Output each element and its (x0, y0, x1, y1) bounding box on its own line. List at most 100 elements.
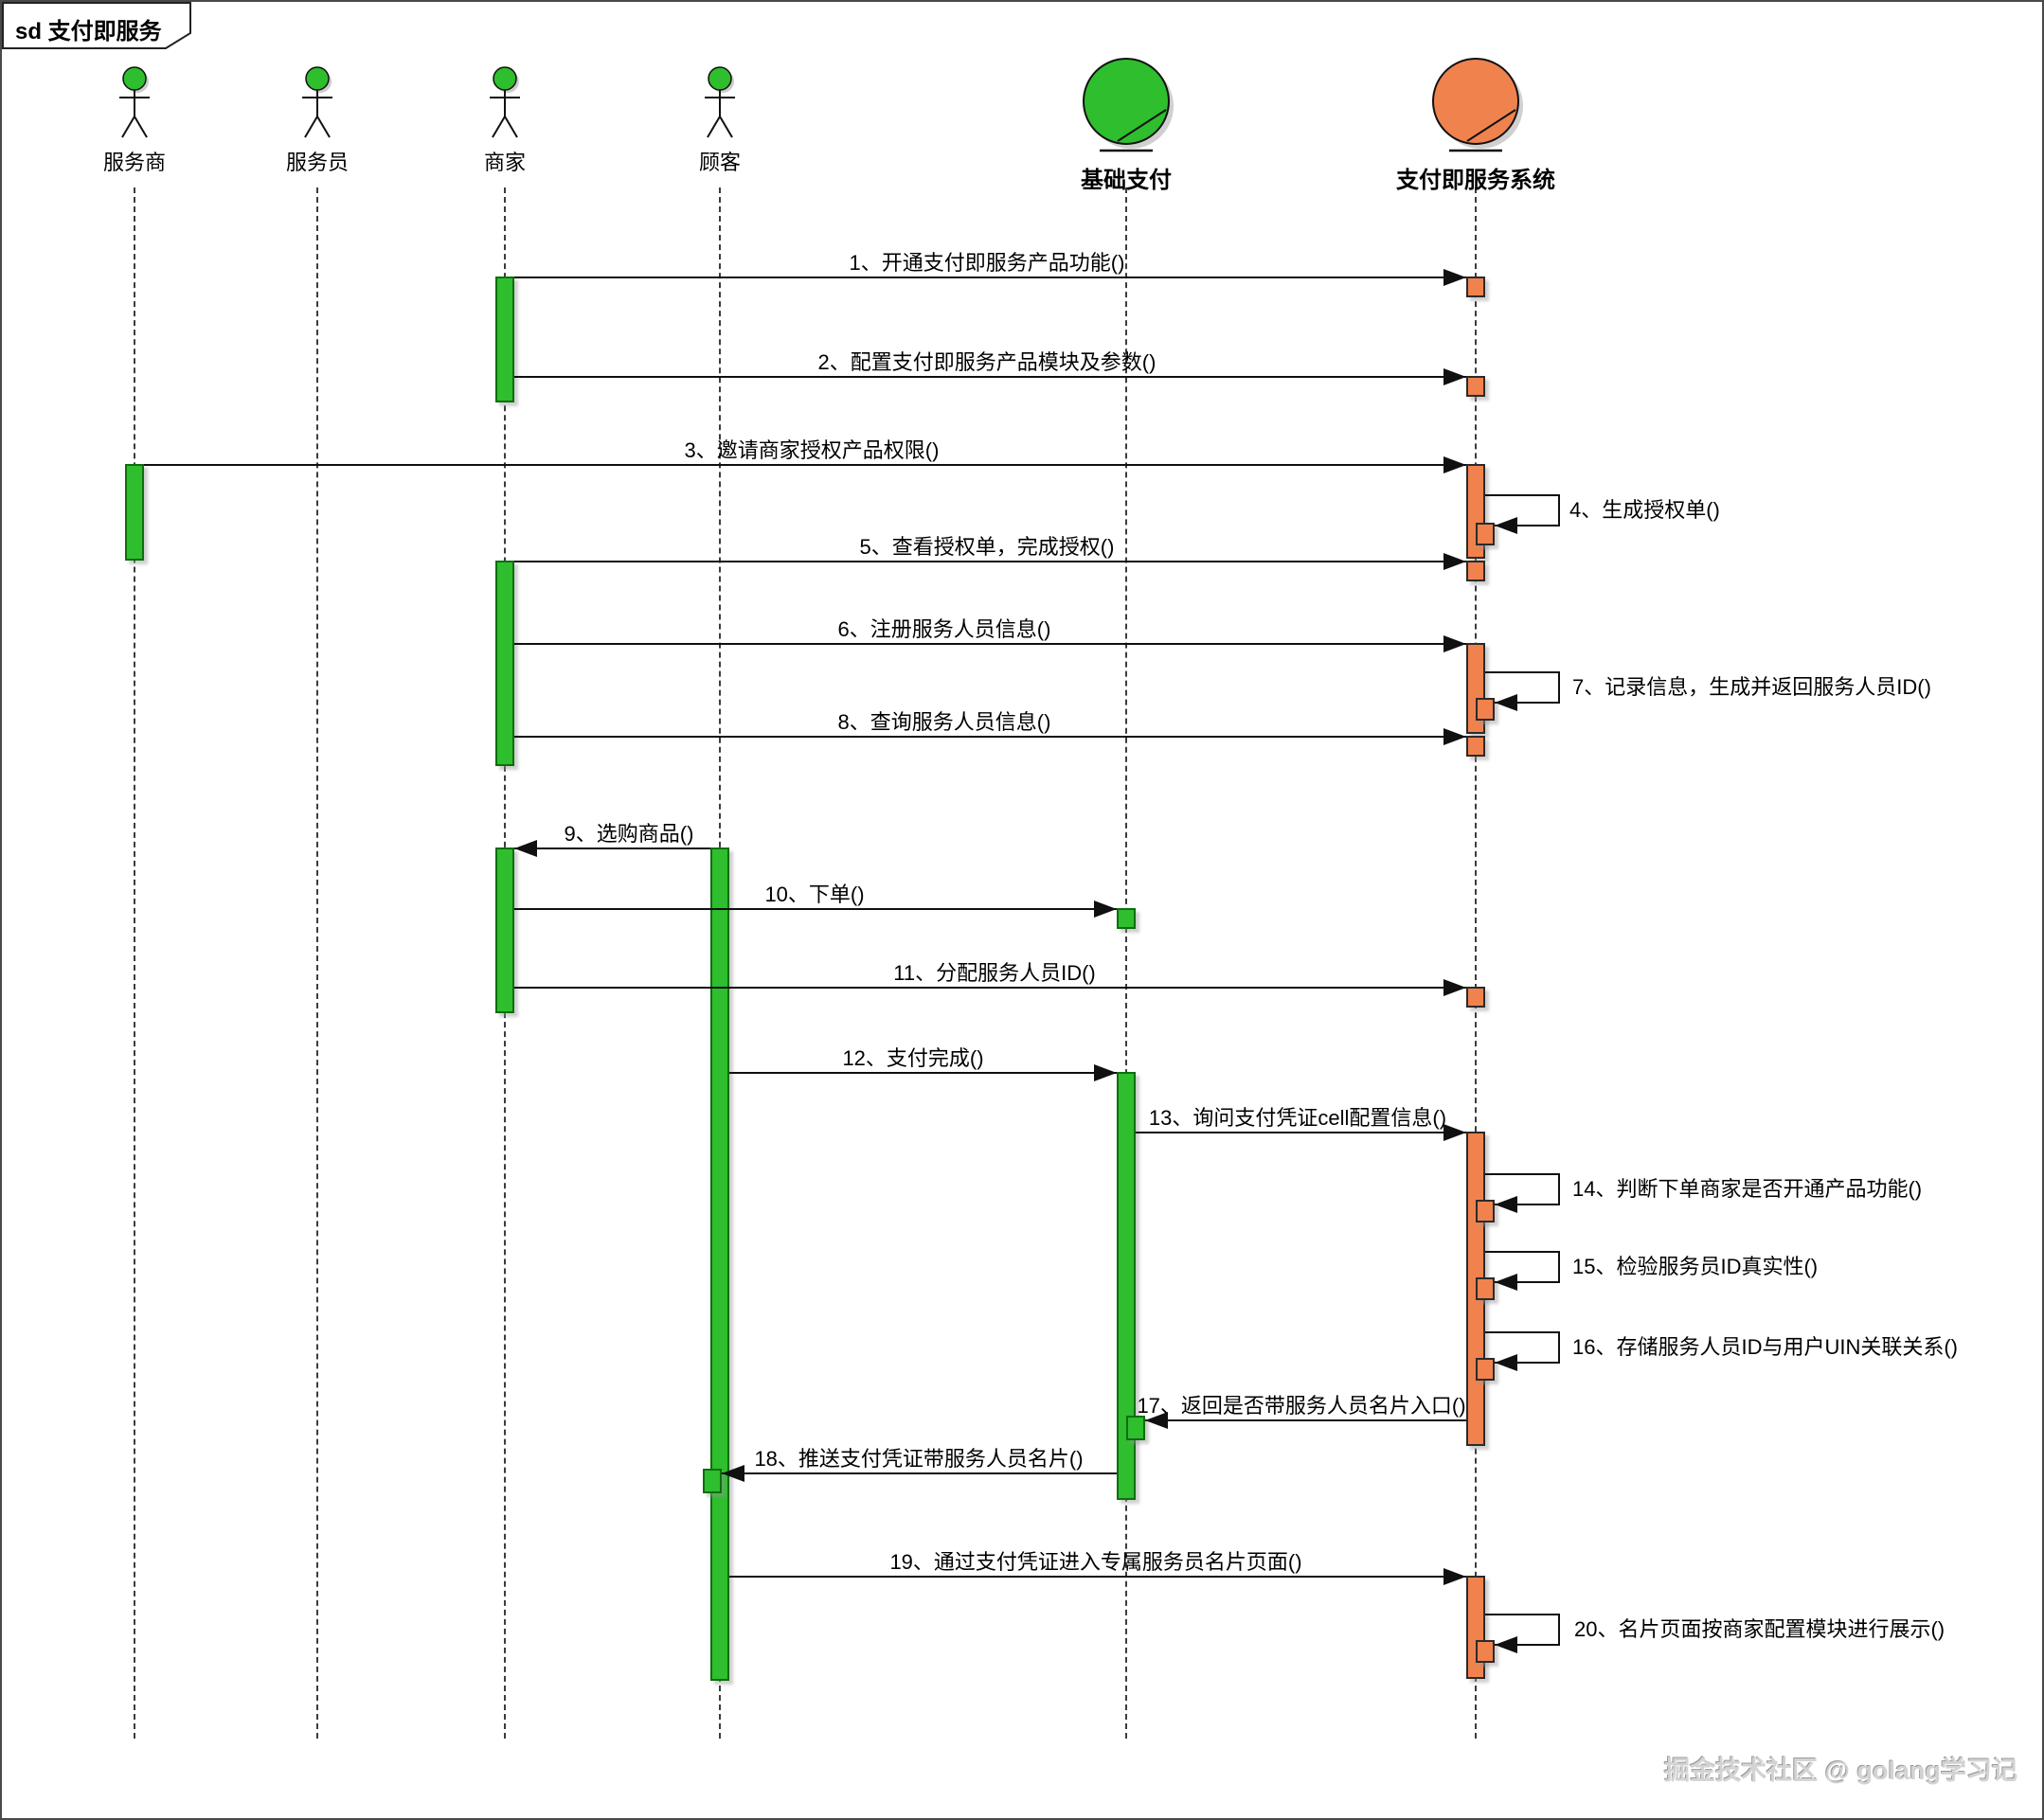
message-9-line (514, 848, 710, 849)
activation-merchant-3 (495, 848, 514, 1013)
activation-paas-msg11 (1466, 987, 1485, 1008)
message-1-label: 1、开通支付即服务产品功能() (849, 251, 1125, 275)
message-4-line-right (1558, 494, 1560, 525)
message-20-label: 20、名片页面按商家配置模块进行展示() (1574, 1617, 1945, 1641)
message-15-label: 15、检验服务员ID真实性() (1572, 1255, 1819, 1278)
watermark: 掘金技术社区 @ golang学习记 (1664, 1757, 2017, 1785)
message-20-line-right (1558, 1614, 1560, 1644)
message-7-label: 7、记录信息，生成并返回服务人员ID() (1572, 675, 1931, 699)
activation-paas-msg8 (1466, 736, 1485, 757)
lifeline-service-provider (134, 187, 135, 1739)
message-14-line-right (1558, 1173, 1560, 1204)
message-4-arrowhead (1495, 517, 1517, 534)
message-7-arrowhead (1495, 694, 1517, 711)
message-13-label: 13、询问支付凭证cell配置信息() (1148, 1106, 1447, 1130)
message-15-arrowhead (1495, 1274, 1517, 1291)
message-17-line (1145, 1419, 1466, 1421)
label-service-staff: 服务员 (285, 151, 350, 174)
activation-merchant-1 (495, 277, 514, 402)
message-11-line (514, 987, 1466, 989)
message-4-label: 4、生成授权单() (1569, 498, 1720, 522)
activation-paas-msg19 (1466, 1576, 1485, 1679)
message-5-label: 5、查看授权单，完成授权() (859, 535, 1115, 559)
message-8-line (514, 736, 1466, 738)
diagram-title: sd 支付即服务 (15, 19, 162, 45)
activation-merchant-2 (495, 561, 514, 766)
message-19-line (729, 1576, 1466, 1578)
activation-paas-nested-msg14 (1476, 1200, 1495, 1222)
label-customer: 顾客 (698, 151, 742, 174)
message-7-line-bottom (1495, 702, 1560, 704)
message-3-arrowhead (1443, 456, 1466, 473)
activation-customer (710, 848, 729, 1681)
message-8-arrowhead (1443, 728, 1466, 745)
message-7-line-top (1485, 671, 1560, 673)
message-15-line-right (1558, 1251, 1560, 1281)
message-6-label: 6、注册服务人员信息() (837, 617, 1051, 641)
message-9-label: 9、选购商品() (564, 822, 694, 846)
message-10-label: 10、下单() (764, 883, 865, 906)
message-7-line-right (1558, 671, 1560, 702)
message-20-arrowhead (1495, 1636, 1517, 1653)
message-6-arrowhead (1443, 635, 1466, 652)
message-16-arrowhead (1495, 1354, 1517, 1371)
activation-base-payment-msg10 (1117, 908, 1136, 929)
message-2-line (514, 376, 1466, 378)
message-17-arrowhead (1145, 1412, 1168, 1429)
activation-paas-nested-msg20 (1476, 1640, 1495, 1663)
message-5-line (514, 561, 1466, 562)
label-paas-system: 支付即服务系统 (1396, 168, 1555, 193)
message-9-arrowhead (514, 840, 537, 857)
activation-paas-nested-msg15 (1476, 1277, 1495, 1300)
message-16-line-top (1485, 1331, 1560, 1333)
message-15-line-top (1485, 1251, 1560, 1253)
message-12-line (729, 1072, 1117, 1074)
label-base-payment: 基础支付 (1081, 168, 1172, 193)
message-15-line-bottom (1495, 1281, 1560, 1283)
message-3-line (144, 464, 1466, 466)
lifeline-service-staff (316, 187, 318, 1739)
message-14-line-bottom (1495, 1204, 1560, 1205)
message-3-label: 3、邀请商家授权产品权限() (684, 438, 940, 462)
message-11-arrowhead (1443, 979, 1466, 996)
activation-customer-nested-msg18 (703, 1469, 722, 1493)
message-8-label: 8、查询服务人员信息() (837, 710, 1051, 734)
activation-paas-nested-msg4 (1476, 523, 1495, 545)
message-4-line-bottom (1495, 525, 1560, 526)
object-icon-paas-system (1432, 58, 1523, 152)
message-5-arrowhead (1443, 553, 1466, 570)
message-2-arrowhead (1443, 368, 1466, 385)
actor-icon-service-provider (119, 66, 150, 138)
message-14-label: 14、判断下单商家是否开通产品功能() (1572, 1177, 1923, 1201)
activation-paas-msg5 (1466, 561, 1485, 581)
message-16-label: 16、存储服务人员ID与用户UIN关联关系() (1572, 1335, 1959, 1359)
message-1-arrowhead (1443, 269, 1466, 286)
activation-paas-msg2 (1466, 376, 1485, 397)
message-13-line (1136, 1132, 1466, 1133)
activation-base-payment-nested-msg17 (1126, 1416, 1145, 1440)
message-18-arrowhead (722, 1465, 744, 1482)
actor-icon-merchant (490, 66, 520, 138)
actor-icon-customer (705, 66, 735, 138)
actor-icon-service-staff (302, 66, 332, 138)
message-19-arrowhead (1443, 1568, 1466, 1585)
message-10-line (514, 908, 1117, 910)
message-1-line (514, 277, 1466, 278)
message-16-line-bottom (1495, 1362, 1560, 1364)
message-14-line-top (1485, 1173, 1560, 1175)
message-12-label: 12、支付完成() (842, 1046, 984, 1070)
message-11-label: 11、分配服务人员ID() (893, 961, 1096, 985)
message-13-arrowhead (1443, 1124, 1466, 1141)
label-service-provider: 服务商 (102, 151, 167, 174)
message-14-arrowhead (1495, 1196, 1517, 1213)
activation-service-provider (125, 464, 144, 561)
activation-base-payment-main (1117, 1072, 1136, 1500)
message-2-label: 2、配置支付即服务产品模块及参数() (817, 350, 1156, 374)
object-icon-base-payment (1083, 58, 1174, 152)
message-20-line-bottom (1495, 1644, 1560, 1646)
message-19-label: 19、通过支付凭证进入专属服务员名片页面() (889, 1550, 1302, 1574)
message-20-line-top (1485, 1614, 1560, 1615)
message-16-line-right (1558, 1331, 1560, 1362)
message-12-arrowhead (1094, 1064, 1117, 1081)
